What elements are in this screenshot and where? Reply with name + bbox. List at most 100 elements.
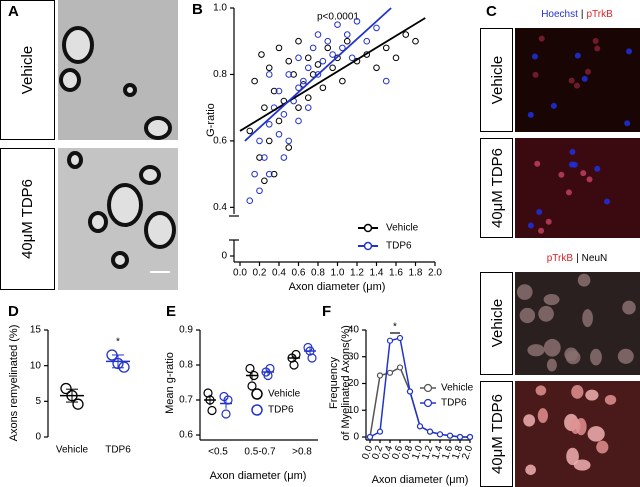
point bbox=[376, 428, 384, 435]
header-part: Hoechst bbox=[541, 9, 578, 20]
error-bar bbox=[112, 354, 124, 369]
x-tick-label: 0.2 bbox=[370, 444, 385, 461]
y-tick-label: 5 bbox=[35, 396, 41, 407]
x-tick-label: 1.0 bbox=[331, 268, 345, 279]
header-part: pTrkB bbox=[586, 9, 613, 20]
scatter-point bbox=[265, 137, 273, 145]
header-part: NeuN bbox=[582, 253, 608, 264]
x-axis-label: Axon diameter (μm) bbox=[372, 474, 469, 486]
dot bbox=[60, 382, 72, 395]
scatter-point bbox=[343, 37, 351, 45]
y-tick-label: 30 bbox=[348, 351, 360, 362]
scatter-point bbox=[265, 120, 273, 128]
y-tick-label: 0 bbox=[221, 251, 227, 262]
scatter-point bbox=[256, 154, 263, 161]
y-tick-label: 0.6 bbox=[213, 136, 227, 147]
legend-label: Vehicle bbox=[441, 383, 474, 394]
legend-marker bbox=[251, 404, 263, 416]
x-tick-label: Vehicle bbox=[56, 445, 89, 456]
point bbox=[366, 433, 374, 441]
panel-a-images bbox=[0, 0, 178, 290]
error-bar bbox=[66, 388, 78, 403]
scatter-point bbox=[275, 117, 283, 125]
y-tick-label: 15 bbox=[30, 325, 42, 336]
x-tick-label: 0.4 bbox=[272, 268, 286, 279]
scatter-point bbox=[324, 37, 332, 45]
legend-label: Vehicle bbox=[386, 223, 419, 234]
legend-marker bbox=[423, 383, 433, 393]
x-tick-label: 0.6 bbox=[292, 268, 306, 279]
scatter-point bbox=[343, 31, 351, 38]
scatter-point bbox=[329, 64, 336, 72]
image-header: Hoechst | pTrkB bbox=[541, 9, 613, 20]
scatter-point bbox=[314, 71, 322, 78]
legend-marker bbox=[251, 388, 263, 400]
panel-letter: C bbox=[486, 3, 497, 20]
scatter-point bbox=[295, 104, 302, 111]
y-axis-label: Mean g-ratio bbox=[164, 352, 176, 414]
x-tick-label: >0.8 bbox=[292, 447, 312, 458]
scatter-point bbox=[412, 37, 419, 45]
scatter-point bbox=[309, 44, 317, 52]
point bbox=[456, 433, 464, 441]
x-tick-label: 1.8 bbox=[409, 268, 423, 279]
scatter-point bbox=[275, 130, 283, 138]
scatter-point bbox=[304, 94, 312, 102]
scatter-point bbox=[363, 37, 371, 45]
scatter-point bbox=[319, 84, 327, 92]
y-axis-label: of Myelinated Axons(%) bbox=[340, 325, 352, 441]
x-tick-label: 2.0 bbox=[460, 444, 475, 461]
scatter-point bbox=[280, 111, 288, 118]
scatter-point bbox=[319, 57, 327, 65]
scatter-point bbox=[295, 117, 302, 125]
x-tick-label: 0.5-0.7 bbox=[244, 447, 276, 458]
legend-marker bbox=[423, 398, 433, 408]
dot bbox=[307, 353, 317, 363]
y-tick-label: 0.8 bbox=[179, 360, 193, 371]
x-tick-label: 0.8 bbox=[311, 268, 325, 279]
x-axis-label: Axon diameter (μm) bbox=[210, 470, 307, 482]
x-tick-label: 0.6 bbox=[390, 444, 405, 461]
scatter-point bbox=[270, 170, 278, 178]
y-tick-label: 0.9 bbox=[179, 325, 193, 336]
scatter-point bbox=[285, 144, 293, 151]
scatter-point bbox=[265, 71, 273, 78]
x-tick-label: 0.2 bbox=[253, 268, 267, 279]
x-tick-label: 1.6 bbox=[440, 444, 455, 461]
dot bbox=[207, 405, 217, 416]
scatter-point bbox=[334, 21, 341, 28]
x-tick-label: 1.4 bbox=[370, 268, 384, 279]
scatter-point bbox=[275, 87, 283, 95]
scatter-point bbox=[258, 51, 265, 58]
scatter-point bbox=[256, 137, 263, 145]
y-tick-label: 0.4 bbox=[213, 202, 227, 213]
y-tick-label: 0 bbox=[353, 432, 359, 443]
dot bbox=[72, 398, 84, 410]
scatter-point bbox=[373, 64, 380, 72]
x-tick-label: 0.0 bbox=[233, 268, 247, 279]
row-label: 40μM TDP6 bbox=[19, 179, 36, 259]
row-label: Vehicle bbox=[489, 299, 506, 347]
point bbox=[376, 372, 384, 379]
y-tick-label: 0.7 bbox=[179, 395, 193, 406]
x-tick-label: 0.0 bbox=[360, 444, 375, 461]
y-axis-label: Axons remyelinated (%) bbox=[8, 325, 20, 442]
y-tick-label: 40 bbox=[348, 325, 360, 336]
scatter-point bbox=[261, 104, 268, 111]
scatter-point bbox=[290, 71, 297, 78]
scatter-point bbox=[246, 197, 254, 205]
y-tick-label: 0 bbox=[35, 432, 41, 443]
image-header: pTrkB | NeuN bbox=[547, 253, 608, 264]
x-tick-label: <0.5 bbox=[208, 447, 228, 458]
scatter-point bbox=[246, 127, 254, 135]
scatter-point bbox=[251, 77, 258, 85]
fit-line bbox=[239, 17, 426, 132]
scatter-point bbox=[261, 177, 268, 185]
scatter-point bbox=[280, 154, 288, 161]
scatter-point bbox=[339, 77, 346, 85]
point bbox=[466, 433, 474, 441]
scatter-point bbox=[256, 187, 263, 195]
annotation: * bbox=[393, 322, 397, 333]
panel-c-images bbox=[480, 28, 640, 487]
